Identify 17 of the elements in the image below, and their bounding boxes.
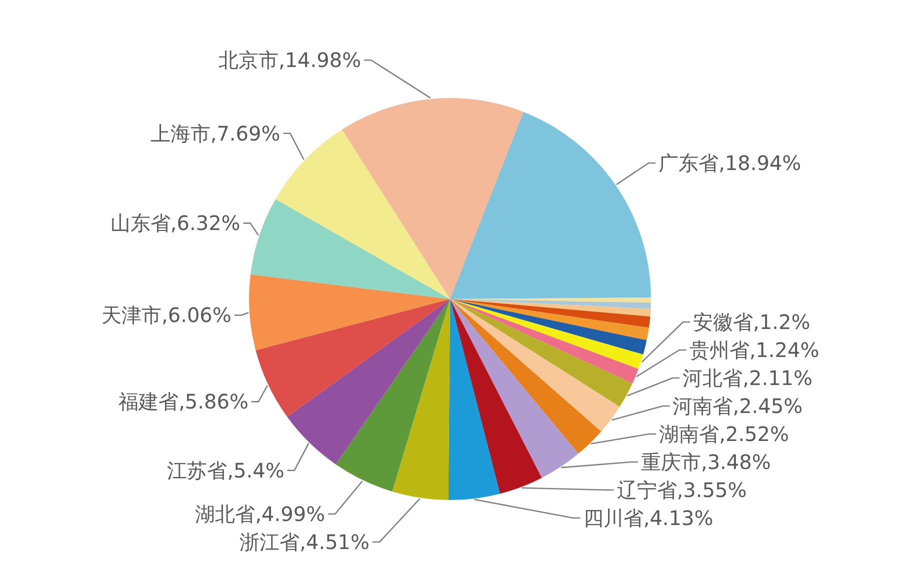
data-label: 重庆市,3.48% (640, 450, 771, 474)
data-label: 广东省,18.94% (658, 151, 802, 176)
data-label: 福建省,5.86% (118, 390, 248, 414)
data-label: 湖南省,2.52% (659, 422, 790, 446)
data-label: 江苏省,5.4% (167, 458, 284, 482)
data-label: 四川省,4.13% (583, 506, 714, 530)
data-label: 北京市,14.98% (218, 48, 362, 72)
data-label: 湖北省,4.99% (195, 502, 326, 526)
data-label: 河北省,2.11% (682, 366, 813, 390)
data-label: 贵州省,1.24% (689, 338, 820, 362)
data-label: 辽宁省,3.55% (616, 478, 747, 502)
data-label: 河南省,2.45% (672, 394, 803, 418)
data-label: 山东省,6.32% (110, 211, 240, 236)
data-label: 天津市,6.06% (102, 303, 232, 328)
data-label: 浙江省,4.51% (240, 530, 370, 554)
data-label: 上海市,7.69% (150, 121, 280, 146)
data-label: 安徽省,1.2% (693, 310, 810, 334)
